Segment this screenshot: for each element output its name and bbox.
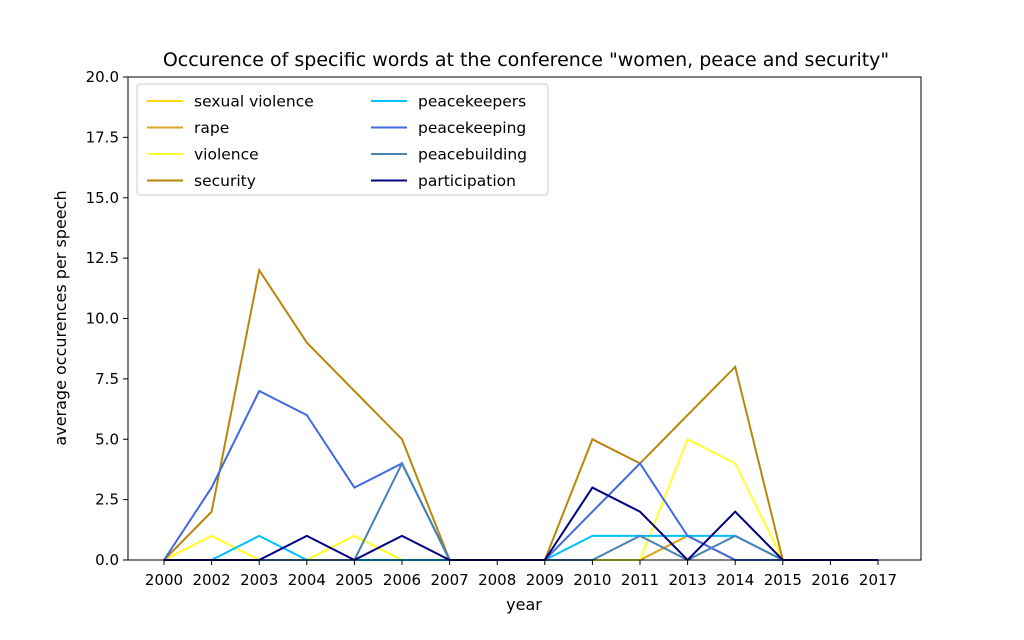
x-tick-label: 2014 [716, 571, 754, 589]
x-tick-label: 2010 [573, 571, 611, 589]
x-tick-label: 2016 [811, 571, 849, 589]
x-axis-title: year [506, 595, 542, 614]
x-tick-label: 2007 [431, 571, 469, 589]
y-tick-label: 17.5 [86, 128, 119, 146]
x-tick-label: 2008 [478, 571, 516, 589]
y-tick-label: 10.0 [86, 310, 119, 328]
y-tick-label: 15.0 [86, 189, 119, 207]
y-tick-label: 12.5 [86, 249, 119, 267]
axis-ticks: 2000 2002 2003 2004 2005 2006 2007 2008 2009 2010… [86, 68, 898, 589]
y-tick-label: 7.5 [95, 370, 119, 388]
y-tick-label: 20.0 [86, 68, 119, 86]
x-tick-label: 2003 [240, 571, 278, 589]
x-tick-label: 2004 [288, 571, 326, 589]
y-axis-title: average occurences per speech [51, 190, 70, 445]
x-tick-label: 2005 [335, 571, 373, 589]
x-tick-label: 2002 [193, 571, 231, 589]
x-tick-label: 2000 [145, 571, 183, 589]
y-tick-label: 5.0 [95, 430, 119, 448]
y-tick-label: 2.5 [95, 491, 119, 509]
legend-label: participation [418, 172, 516, 190]
legend-label: peacekeepers [418, 93, 526, 111]
chart-title: Occurence of specific words at the confe… [163, 49, 889, 71]
x-tick-label: 2009 [526, 571, 564, 589]
legend-label: peacekeeping [418, 119, 526, 137]
x-tick-label: 2015 [764, 571, 802, 589]
legend-label: peacebuilding [418, 146, 527, 164]
x-tick-label: 2011 [621, 571, 659, 589]
x-tick-label: 2017 [859, 571, 897, 589]
legend-label: violence [194, 146, 259, 164]
legend: sexual violence rape violence security peace… [136, 83, 549, 196]
legend-label: security [194, 172, 256, 190]
legend-box [136, 83, 549, 196]
x-tick-label: 2013 [669, 571, 707, 589]
legend-label: rape [194, 119, 229, 137]
x-tick-label: 2006 [383, 571, 421, 589]
legend-label: sexual violence [194, 93, 314, 111]
y-tick-label: 0.0 [95, 551, 119, 569]
